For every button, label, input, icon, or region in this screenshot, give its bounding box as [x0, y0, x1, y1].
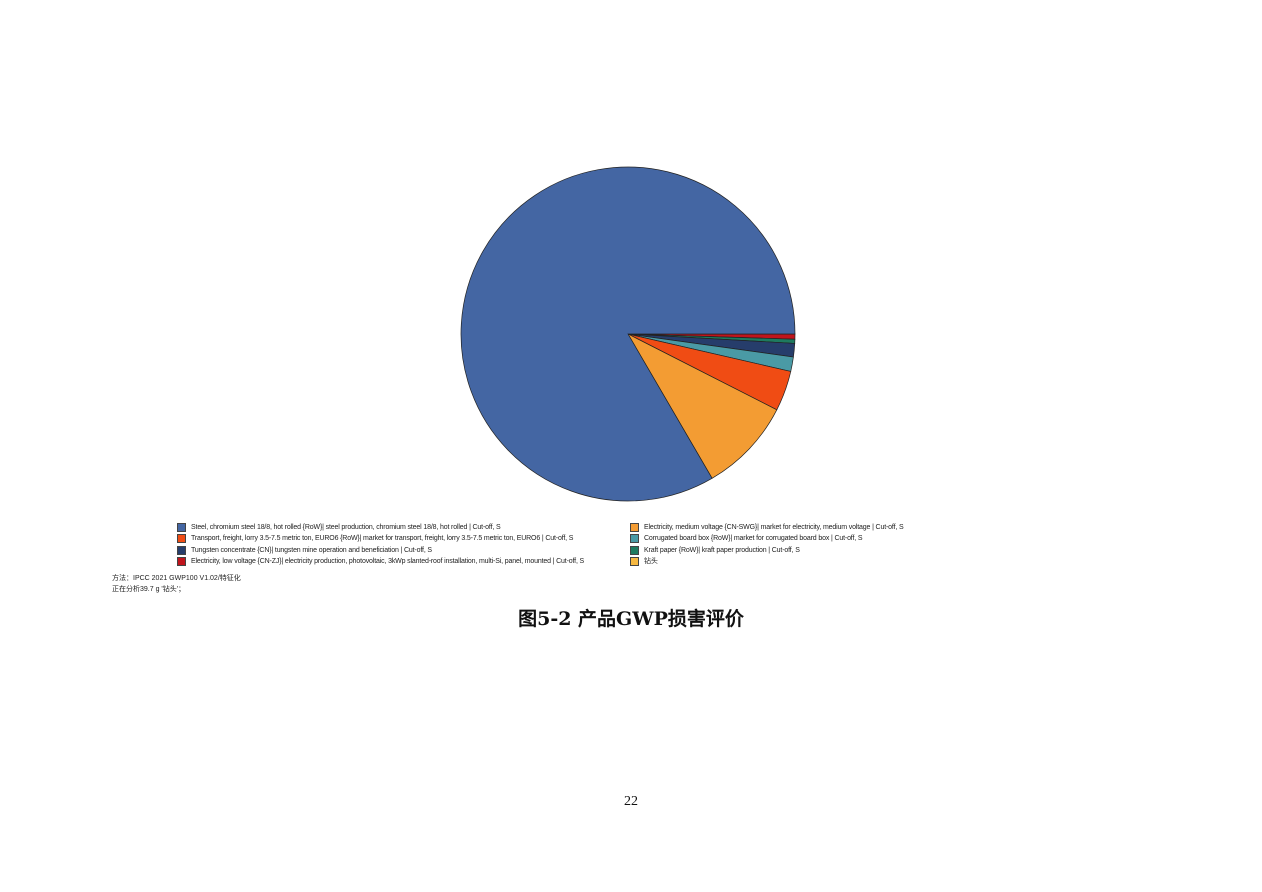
pie-slice [460, 166, 796, 502]
page-number: 22 [624, 794, 638, 809]
legend-label: Steel, chromium steel 18/8, hot rolled {… [191, 524, 501, 531]
legend-label: Corrugated board box {RoW}| market for c… [644, 535, 863, 543]
legend-label: 钻头 [644, 557, 658, 565]
legend-label: Kraft paper {RoW}| kraft paper productio… [644, 546, 800, 554]
legend-label: Electricity, low voltage {CN-ZJ}| electr… [191, 557, 585, 565]
legend-swatch [630, 545, 639, 555]
legend-swatch [630, 556, 639, 566]
legend-swatch [177, 556, 186, 566]
legend-swatch [177, 545, 186, 555]
legend-swatch [630, 523, 639, 532]
legend-item-corrugated: Corrugated board box {RoW}| market for c… [630, 533, 903, 544]
legend-label: Transport, freight, lorry 3.5-7.5 metric… [191, 535, 574, 543]
legend-right: Electricity, medium voltage {CN-SWG}| ma… [630, 522, 904, 567]
figure-caption: 图5-2 产品GWP损害评价 [518, 608, 744, 630]
legend-item-electricity-medium: Electricity, medium voltage {CN-SWG}| ma… [630, 522, 904, 533]
legend-and-notes: Steel, chromium steel 18/8, hot rolled {… [112, 522, 584, 595]
pie-slice [627, 333, 778, 479]
legend-label: Electricity, medium voltage {CN-SWG}| ma… [644, 524, 904, 531]
legend-swatch [177, 534, 186, 544]
legend-swatch [630, 534, 639, 544]
legend-item-tungsten: Tungsten concentrate {CN}| tungsten mine… [177, 545, 584, 556]
legend-item-kraft: Kraft paper {RoW}| kraft paper productio… [630, 545, 903, 556]
legend-swatch [177, 523, 186, 532]
legend-item-transport: Transport, freight, lorry 3.5-7.5 metric… [177, 533, 584, 544]
legend-item-drill-bit: 钻头 [630, 556, 903, 567]
legend-item-electricity-low: Electricity, low voltage {CN-ZJ}| electr… [177, 556, 584, 567]
method-note: 方法：IPCC 2021 GWP100 V1.02/特征化 [112, 575, 241, 583]
analyzing-note: 正在分析39.7 g '钻头'； [112, 586, 186, 594]
legend-item-steel: Steel, chromium steel 18/8, hot rolled {… [177, 522, 584, 533]
pie-chart [460, 166, 796, 502]
legend-label: Tungsten concentrate {CN}| tungsten mine… [191, 546, 432, 554]
chart-notes: 方法：IPCC 2021 GWP100 V1.02/特征化 正在分析39.7 g… [112, 573, 584, 595]
legend-left: Steel, chromium steel 18/8, hot rolled {… [177, 522, 584, 567]
